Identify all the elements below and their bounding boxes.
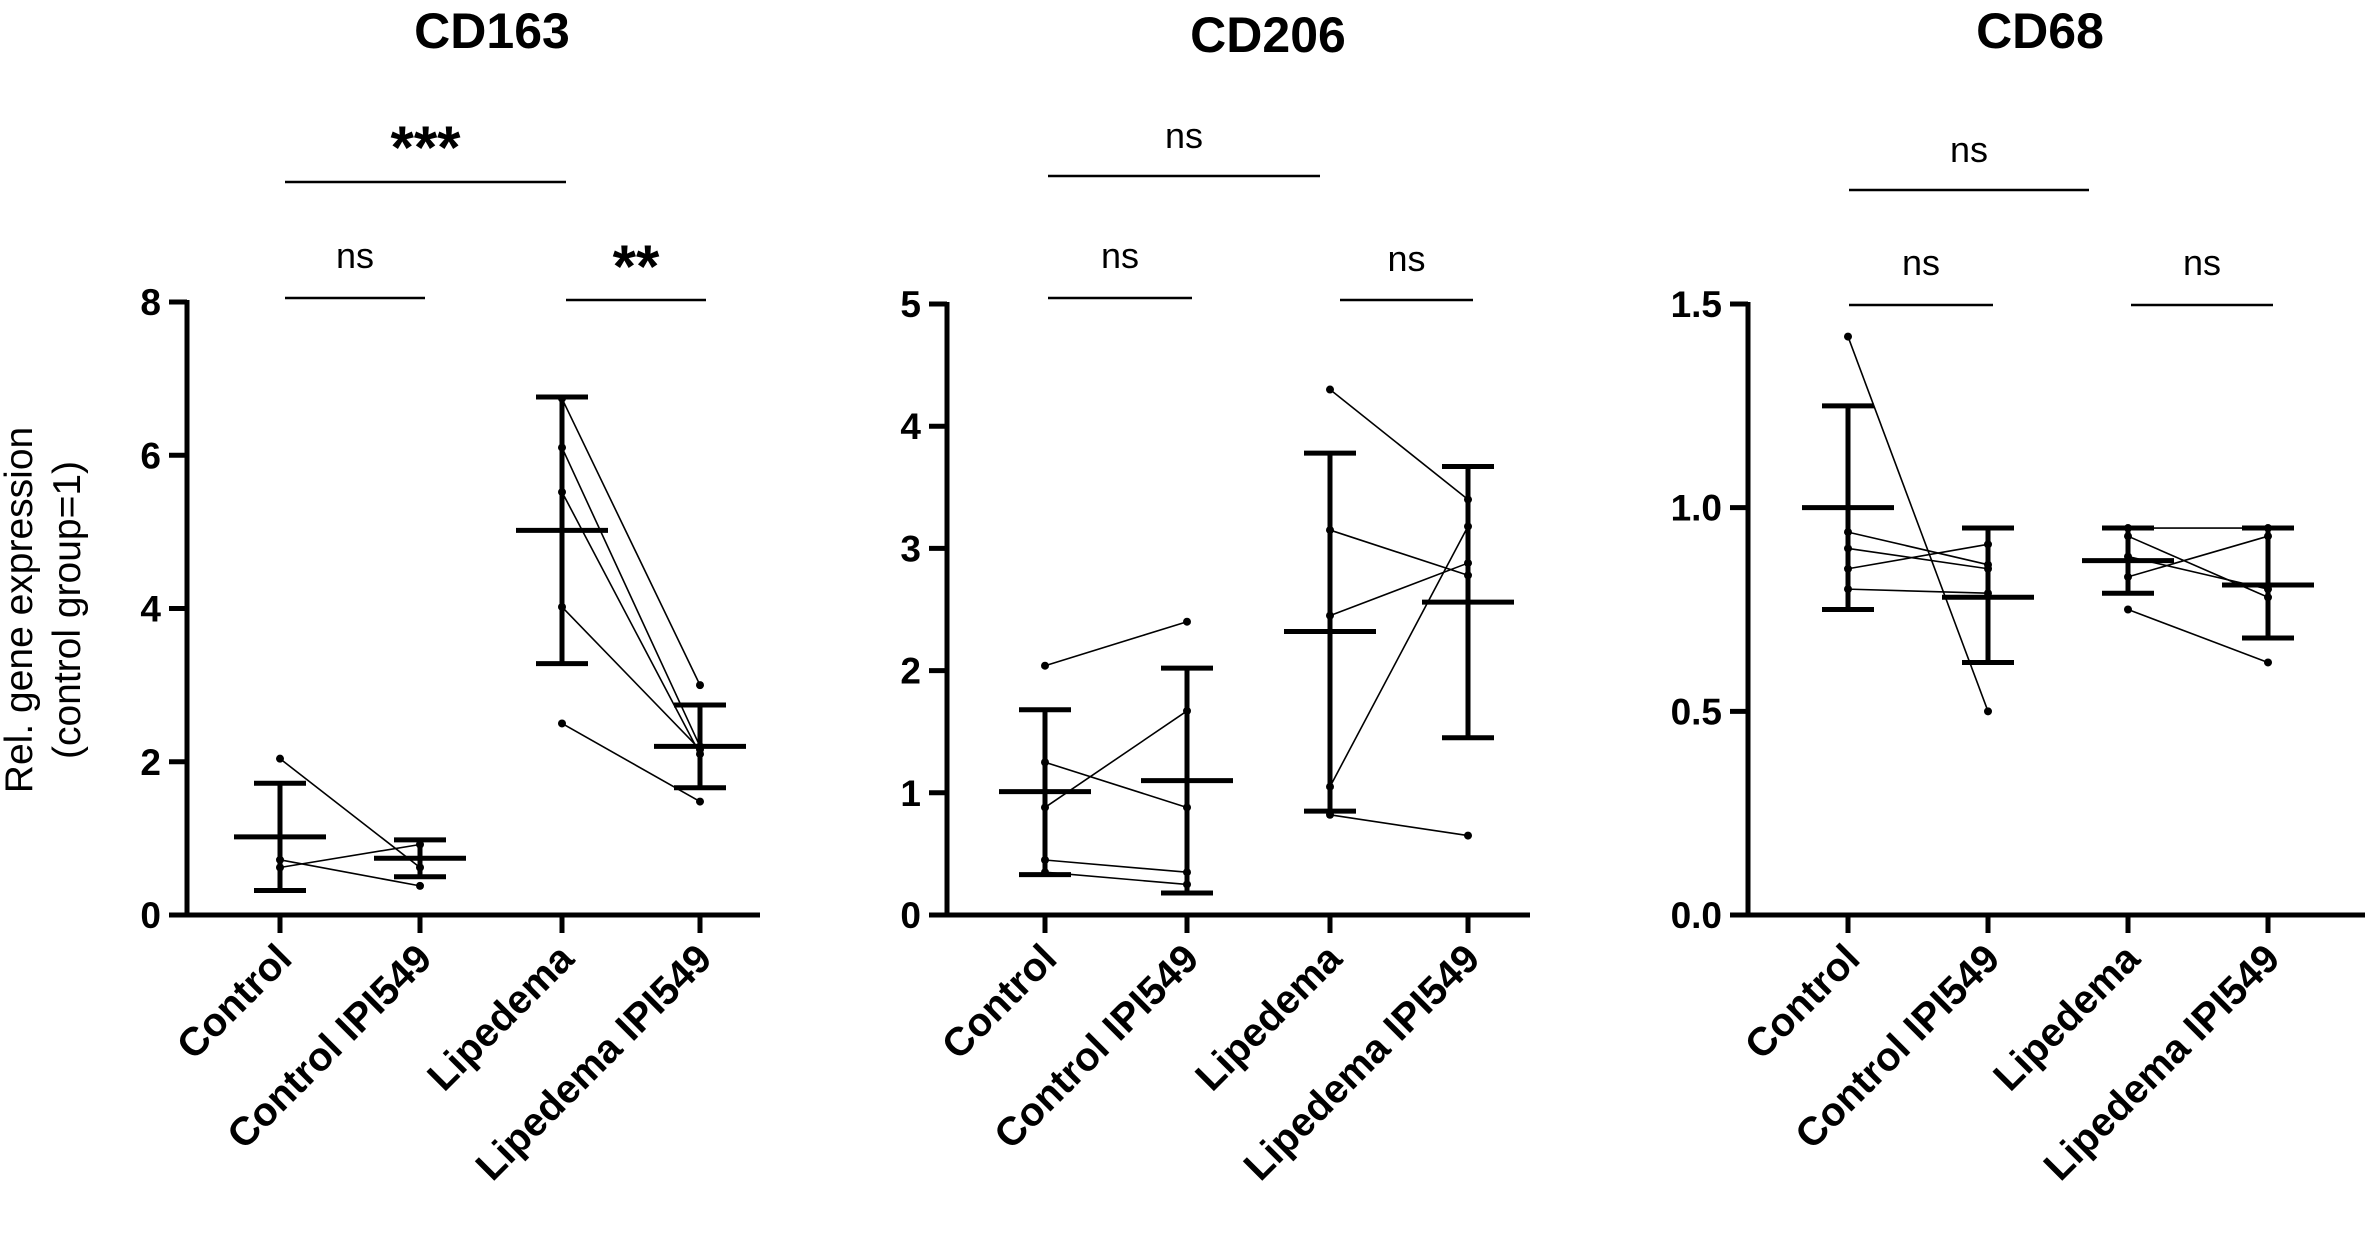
- panel-cd163-pair-line: [561, 491, 701, 755]
- panel-cd68-data-point: [1984, 707, 1992, 716]
- panel-cd68-category-label: Lipedema IPI549: [2036, 936, 2289, 1189]
- panel-cd163-y-tick-label: 0: [140, 895, 161, 936]
- panel-cd68-pair-line: [1847, 531, 1989, 566]
- panel-cd163-y-tick-label: 4: [140, 589, 161, 630]
- panel-cd163-significance-label: ***: [390, 114, 461, 181]
- panel-cd68-y-tick-label: 1.5: [1671, 284, 1722, 325]
- panel-cd68-y-tick-label: 0.5: [1671, 691, 1722, 732]
- panel-cd68-pair-line: [1847, 336, 1989, 712]
- panel-cd163-data-point: [696, 681, 704, 690]
- panel-cd68-category-label: Control: [1737, 936, 1869, 1068]
- panel-cd206-category-label: Control: [934, 936, 1066, 1068]
- panel-cd206-significance-label: ns: [1387, 238, 1425, 279]
- panel-cd206-pair-line: [1329, 526, 1469, 788]
- panel-cd206-y-tick-label: 4: [900, 406, 921, 447]
- panel-cd163-pair-line: [561, 447, 701, 747]
- panel-cd206-pair-line: [1044, 620, 1188, 667]
- panel-cd206-pair-line: [1044, 859, 1188, 874]
- panel-cd206-significance-label: ns: [1101, 235, 1139, 276]
- panel-cd163-pair-line: [561, 606, 701, 751]
- panel-cd206-data-point: [1464, 831, 1472, 840]
- panel-cd206-title: CD206: [1190, 7, 1346, 63]
- panel-cd163-y-tick-label: 8: [140, 282, 161, 323]
- panel-cd68-title: CD68: [1976, 3, 2104, 59]
- panel-cd68-pair-line: [1847, 588, 1989, 595]
- panel-cd68-y-tick-label: 0.0: [1671, 895, 1722, 936]
- panel-cd68-pair-line: [1847, 547, 1989, 570]
- panel-cd68-data-point: [2124, 605, 2132, 614]
- panel-cd163-data-point: [558, 719, 566, 728]
- panel-cd206-y-tick-label: 1: [900, 773, 921, 814]
- panel-cd206-pair-line: [1329, 814, 1469, 837]
- panel-cd68-data-point: [1844, 332, 1852, 341]
- panel-cd206-data-point: [1183, 617, 1191, 626]
- panel-cd163-y-tick-label: 2: [140, 742, 161, 783]
- panel-cd206-pair-line: [1044, 761, 1188, 809]
- panel-cd163-pair-line: [279, 758, 421, 869]
- panel-cd163-data-point: [696, 797, 704, 806]
- panel-cd206-data-point: [1326, 385, 1334, 394]
- panel-cd206-y-tick-label: 5: [900, 284, 921, 325]
- panel-cd68-pair-line: [2127, 608, 2269, 664]
- panel-cd206-y-tick-label: 3: [900, 528, 921, 569]
- panel-cd68-significance-label: ns: [2183, 242, 2221, 283]
- y-axis-title-line-2: (control group=1): [46, 461, 89, 759]
- y-axis-title-line-1: Rel. gene expression: [0, 427, 41, 793]
- panel-cd163-y-tick-label: 6: [140, 435, 161, 476]
- panel-cd206-y-tick-label: 0: [900, 895, 921, 936]
- panel-cd163-category-label: Lipedema IPI549: [468, 936, 721, 1189]
- panel-cd206-pair-line: [1329, 562, 1469, 617]
- panel-cd68-pair-line: [2127, 535, 2269, 578]
- panel-cd163-pair-line: [279, 859, 421, 887]
- panel-cd68-significance-label: ns: [1902, 242, 1940, 283]
- panel-cd68-significance-label: ns: [1950, 129, 1988, 170]
- panel-cd68-data-point: [2264, 658, 2272, 667]
- panel-cd206-data-point: [1041, 661, 1049, 670]
- panel-cd68-pair-line: [1847, 543, 1989, 570]
- panel-cd163-title: CD163: [414, 3, 570, 59]
- y-axis-title: Rel. gene expression (control group=1): [0, 427, 89, 793]
- panel-cd206-pair-line: [1329, 529, 1469, 577]
- panel-cd206-pair-line: [1329, 388, 1469, 501]
- panel-cd163-significance-label: **: [613, 233, 660, 300]
- panel-cd206-significance-label: ns: [1165, 115, 1203, 156]
- panel-cd206-y-tick-label: 2: [900, 651, 921, 692]
- panel-cd163-category-label: Control: [169, 936, 301, 1068]
- panel-cd163-pair-line: [561, 398, 701, 686]
- panel-cd163-data-point: [276, 754, 284, 763]
- panel-cd163-data-point: [416, 881, 424, 890]
- panel-cd206-category-label: Lipedema IPI549: [1236, 936, 1489, 1189]
- panel-cd68-pair-line: [2127, 535, 2269, 599]
- panel-cd68-y-tick-label: 1.0: [1671, 488, 1722, 529]
- panel-cd163-significance-label: ns: [336, 235, 374, 276]
